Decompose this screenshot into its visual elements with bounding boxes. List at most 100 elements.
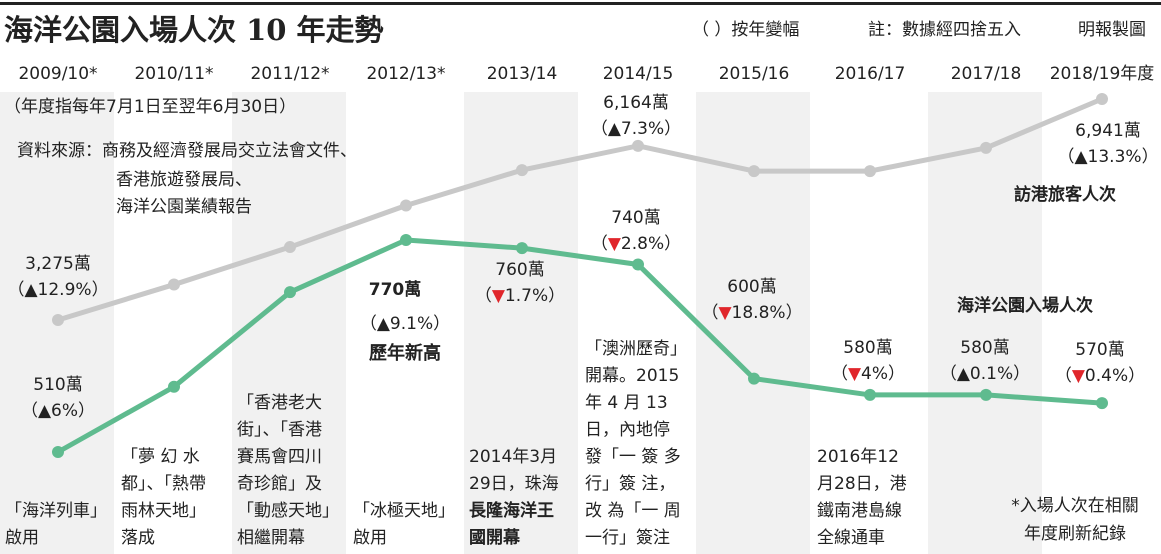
change-label: （▼1.7%） bbox=[475, 286, 565, 306]
record-note: 歷年新高 bbox=[369, 342, 441, 364]
point bbox=[516, 242, 528, 255]
x-tick-label: 2018/19年度 bbox=[1050, 64, 1155, 84]
annotation: 2016年12 bbox=[817, 447, 899, 467]
annotation: 「冰極天地」 bbox=[353, 501, 455, 521]
x-tick-label: 2016/17 bbox=[835, 64, 906, 84]
point bbox=[864, 388, 876, 401]
point bbox=[284, 241, 296, 254]
period-note: （年度指每年7月1日至翌年6月30日） bbox=[4, 97, 296, 117]
source: 香港旅遊發展局、 bbox=[116, 170, 252, 190]
x-tick-label: 2009/10* bbox=[18, 64, 97, 84]
annotation: 年 4 月 13 bbox=[585, 393, 668, 413]
annotation: 相繼開幕 bbox=[237, 528, 305, 548]
x-tick-label: 2017/18 bbox=[951, 64, 1022, 84]
point bbox=[632, 258, 644, 271]
annotation: 行」簽 注， bbox=[585, 474, 675, 494]
annotation: 街」、「香港 bbox=[237, 420, 322, 440]
annotation: 「動感天地」 bbox=[237, 501, 339, 521]
change-label: （▲7.3%） bbox=[591, 119, 681, 139]
value-label: 570萬 bbox=[1075, 340, 1124, 360]
point bbox=[980, 141, 992, 154]
change-legend: （ ）按年變幅 bbox=[692, 20, 799, 40]
point bbox=[1096, 93, 1108, 105]
annotation: 賽馬會四川 bbox=[237, 446, 322, 467]
annotation: 啟用 bbox=[5, 528, 39, 548]
annotation: 國開幕 bbox=[469, 527, 521, 548]
annotation: 鐵南港島線 bbox=[817, 501, 902, 521]
change-label: （▲0.1%） bbox=[940, 364, 1030, 384]
annotation: 長隆海洋王 bbox=[469, 500, 554, 521]
value-label: 760萬 bbox=[495, 260, 544, 280]
change-label: （▲6%） bbox=[21, 401, 95, 421]
annotation: 奇珍館」及 bbox=[237, 474, 322, 494]
point bbox=[168, 380, 180, 393]
annotation: 都」、「熱帶 bbox=[121, 474, 206, 494]
change-label: （▲9.1%） bbox=[360, 314, 450, 334]
point bbox=[52, 446, 64, 458]
x-tick-label: 2010/11* bbox=[134, 64, 213, 84]
annotation: 「香港老大 bbox=[237, 393, 322, 413]
point bbox=[516, 164, 528, 177]
annotation: 「夢 幻 水 bbox=[121, 447, 200, 467]
point bbox=[1096, 397, 1108, 410]
note: 註：數據經四捨五入 bbox=[868, 20, 1021, 40]
source: 海洋公園業績報告 bbox=[116, 197, 252, 217]
x-tick-label: 2011/12* bbox=[250, 64, 329, 84]
annotation: 「澳洲歷奇」 bbox=[585, 339, 687, 359]
value-label: 6,941萬 bbox=[1075, 121, 1141, 141]
source: 資料來源：商務及經濟發展局交立法會文件、 bbox=[17, 141, 357, 161]
annotation: 啟用 bbox=[353, 528, 387, 548]
point bbox=[400, 234, 412, 246]
annotation: 發「一 簽 多 bbox=[585, 447, 681, 467]
annotation: 日，內地停 bbox=[585, 420, 670, 440]
point bbox=[632, 139, 644, 152]
point bbox=[980, 388, 992, 401]
annotation: 開幕。2015 bbox=[585, 366, 679, 386]
x-tick-label: 2015/16 bbox=[719, 64, 790, 84]
point bbox=[52, 314, 64, 326]
change-label: （▼18.8%） bbox=[701, 303, 802, 323]
point bbox=[748, 372, 760, 385]
annotation: 29日，珠海 bbox=[469, 474, 559, 494]
value-label: 6,164萬 bbox=[603, 93, 669, 113]
footnote: *入場人次在相關 bbox=[1011, 496, 1139, 516]
annotation: 一行」簽注 bbox=[585, 528, 670, 548]
value-label: 600萬 bbox=[727, 277, 776, 297]
value-label: 580萬 bbox=[960, 338, 1009, 358]
value-label: 3,275萬 bbox=[25, 254, 91, 274]
annotation: 全線通車 bbox=[817, 528, 885, 548]
chart-title: 海洋公園入場人次 10 年走勢 bbox=[4, 13, 384, 47]
change-label: （▼0.4%） bbox=[1055, 366, 1145, 386]
x-tick-label: 2014/15 bbox=[603, 64, 674, 84]
x-tick-label: 2012/13* bbox=[366, 64, 445, 84]
change-label: （▼2.8%） bbox=[591, 234, 681, 254]
value-label: 740萬 bbox=[611, 208, 660, 228]
series-name: 海洋公園入場人次 bbox=[957, 295, 1093, 316]
series-line bbox=[57, 96, 1103, 323]
value-label: 580萬 bbox=[843, 338, 892, 358]
point bbox=[168, 278, 180, 291]
x-tick-label: 2013/14 bbox=[487, 64, 558, 84]
annotation: 2014年3月 bbox=[469, 447, 557, 467]
point bbox=[864, 165, 876, 178]
point bbox=[748, 165, 760, 178]
column-band bbox=[928, 92, 1042, 554]
change-label: （▲12.9%） bbox=[7, 280, 108, 300]
change-label: （▼4%） bbox=[831, 364, 905, 384]
point bbox=[284, 286, 296, 299]
value-label: 510萬 bbox=[33, 375, 82, 395]
top-rule bbox=[0, 2, 1161, 5]
change-label: （▲13.3%） bbox=[1057, 147, 1158, 167]
annotation: 改 為「一 周 bbox=[585, 501, 681, 521]
annotation: 落成 bbox=[121, 528, 155, 548]
value-label: 770萬 bbox=[369, 279, 422, 300]
annotation: 月28日，港 bbox=[817, 474, 907, 494]
annotation: 「海洋列車」 bbox=[5, 501, 107, 521]
point bbox=[400, 199, 412, 212]
footnote: 年度刷新紀錄 bbox=[1024, 524, 1126, 544]
credit: 明報製圖 bbox=[1078, 20, 1146, 40]
series-name: 訪港旅客人次 bbox=[1014, 184, 1116, 205]
series-line bbox=[56, 237, 1103, 455]
annotation: 雨林天地」 bbox=[121, 501, 206, 521]
